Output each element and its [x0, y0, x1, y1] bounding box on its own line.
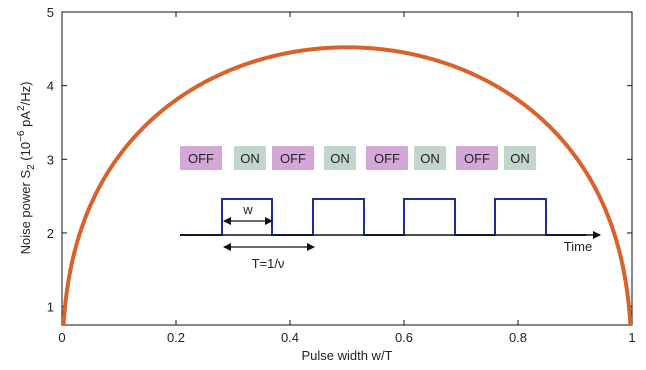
off-state-box [366, 146, 408, 170]
x-tick-label: 0 [58, 330, 65, 345]
on-state-box [234, 146, 266, 170]
on-state-label: ON [330, 151, 350, 166]
x-tick-label: 0.6 [395, 330, 413, 345]
x-tick-label: 0.8 [509, 330, 527, 345]
y-axis-label: Noise power S2 (10−6 pA2/Hz) [16, 82, 37, 255]
y-tick-label: 5 [47, 5, 54, 20]
y-tick-label: 2 [47, 226, 54, 241]
period-label: T=1/ν [252, 256, 285, 271]
on-state-box [504, 146, 536, 170]
off-state-box [180, 146, 222, 170]
y-tick-label: 3 [47, 152, 54, 167]
off-state-label: OFF [280, 151, 306, 166]
off-state-label: OFF [374, 151, 400, 166]
off-state-label: OFF [464, 151, 490, 166]
off-state-box [272, 146, 314, 170]
x-tick-label: 0.2 [167, 330, 185, 345]
x-tick-label: 0.4 [281, 330, 299, 345]
on-state-box [414, 146, 446, 170]
time-label: Time [564, 239, 592, 254]
on-state-label: ON [240, 151, 260, 166]
on-off-state-labels: OFF ON OFF ON OFF ON OFF ON [180, 146, 536, 170]
w-label: w [242, 202, 253, 217]
off-state-label: OFF [188, 151, 214, 166]
x-axis-ticks: 0 0.2 0.4 0.6 0.8 1 [58, 12, 636, 345]
on-state-label: ON [420, 151, 440, 166]
off-state-box [456, 146, 498, 170]
x-tick-label: 1 [628, 330, 635, 345]
pulse-inset-diagram: OFF ON OFF ON OFF ON OFF ON w T=1/ν Time [180, 146, 601, 271]
y-tick-label: 1 [47, 300, 54, 315]
noise-power-curve [62, 45, 632, 325]
on-state-box [324, 146, 356, 170]
y-tick-label: 4 [47, 79, 54, 94]
on-state-label: ON [510, 151, 530, 166]
x-axis-label: Pulse width w/T [301, 348, 392, 363]
